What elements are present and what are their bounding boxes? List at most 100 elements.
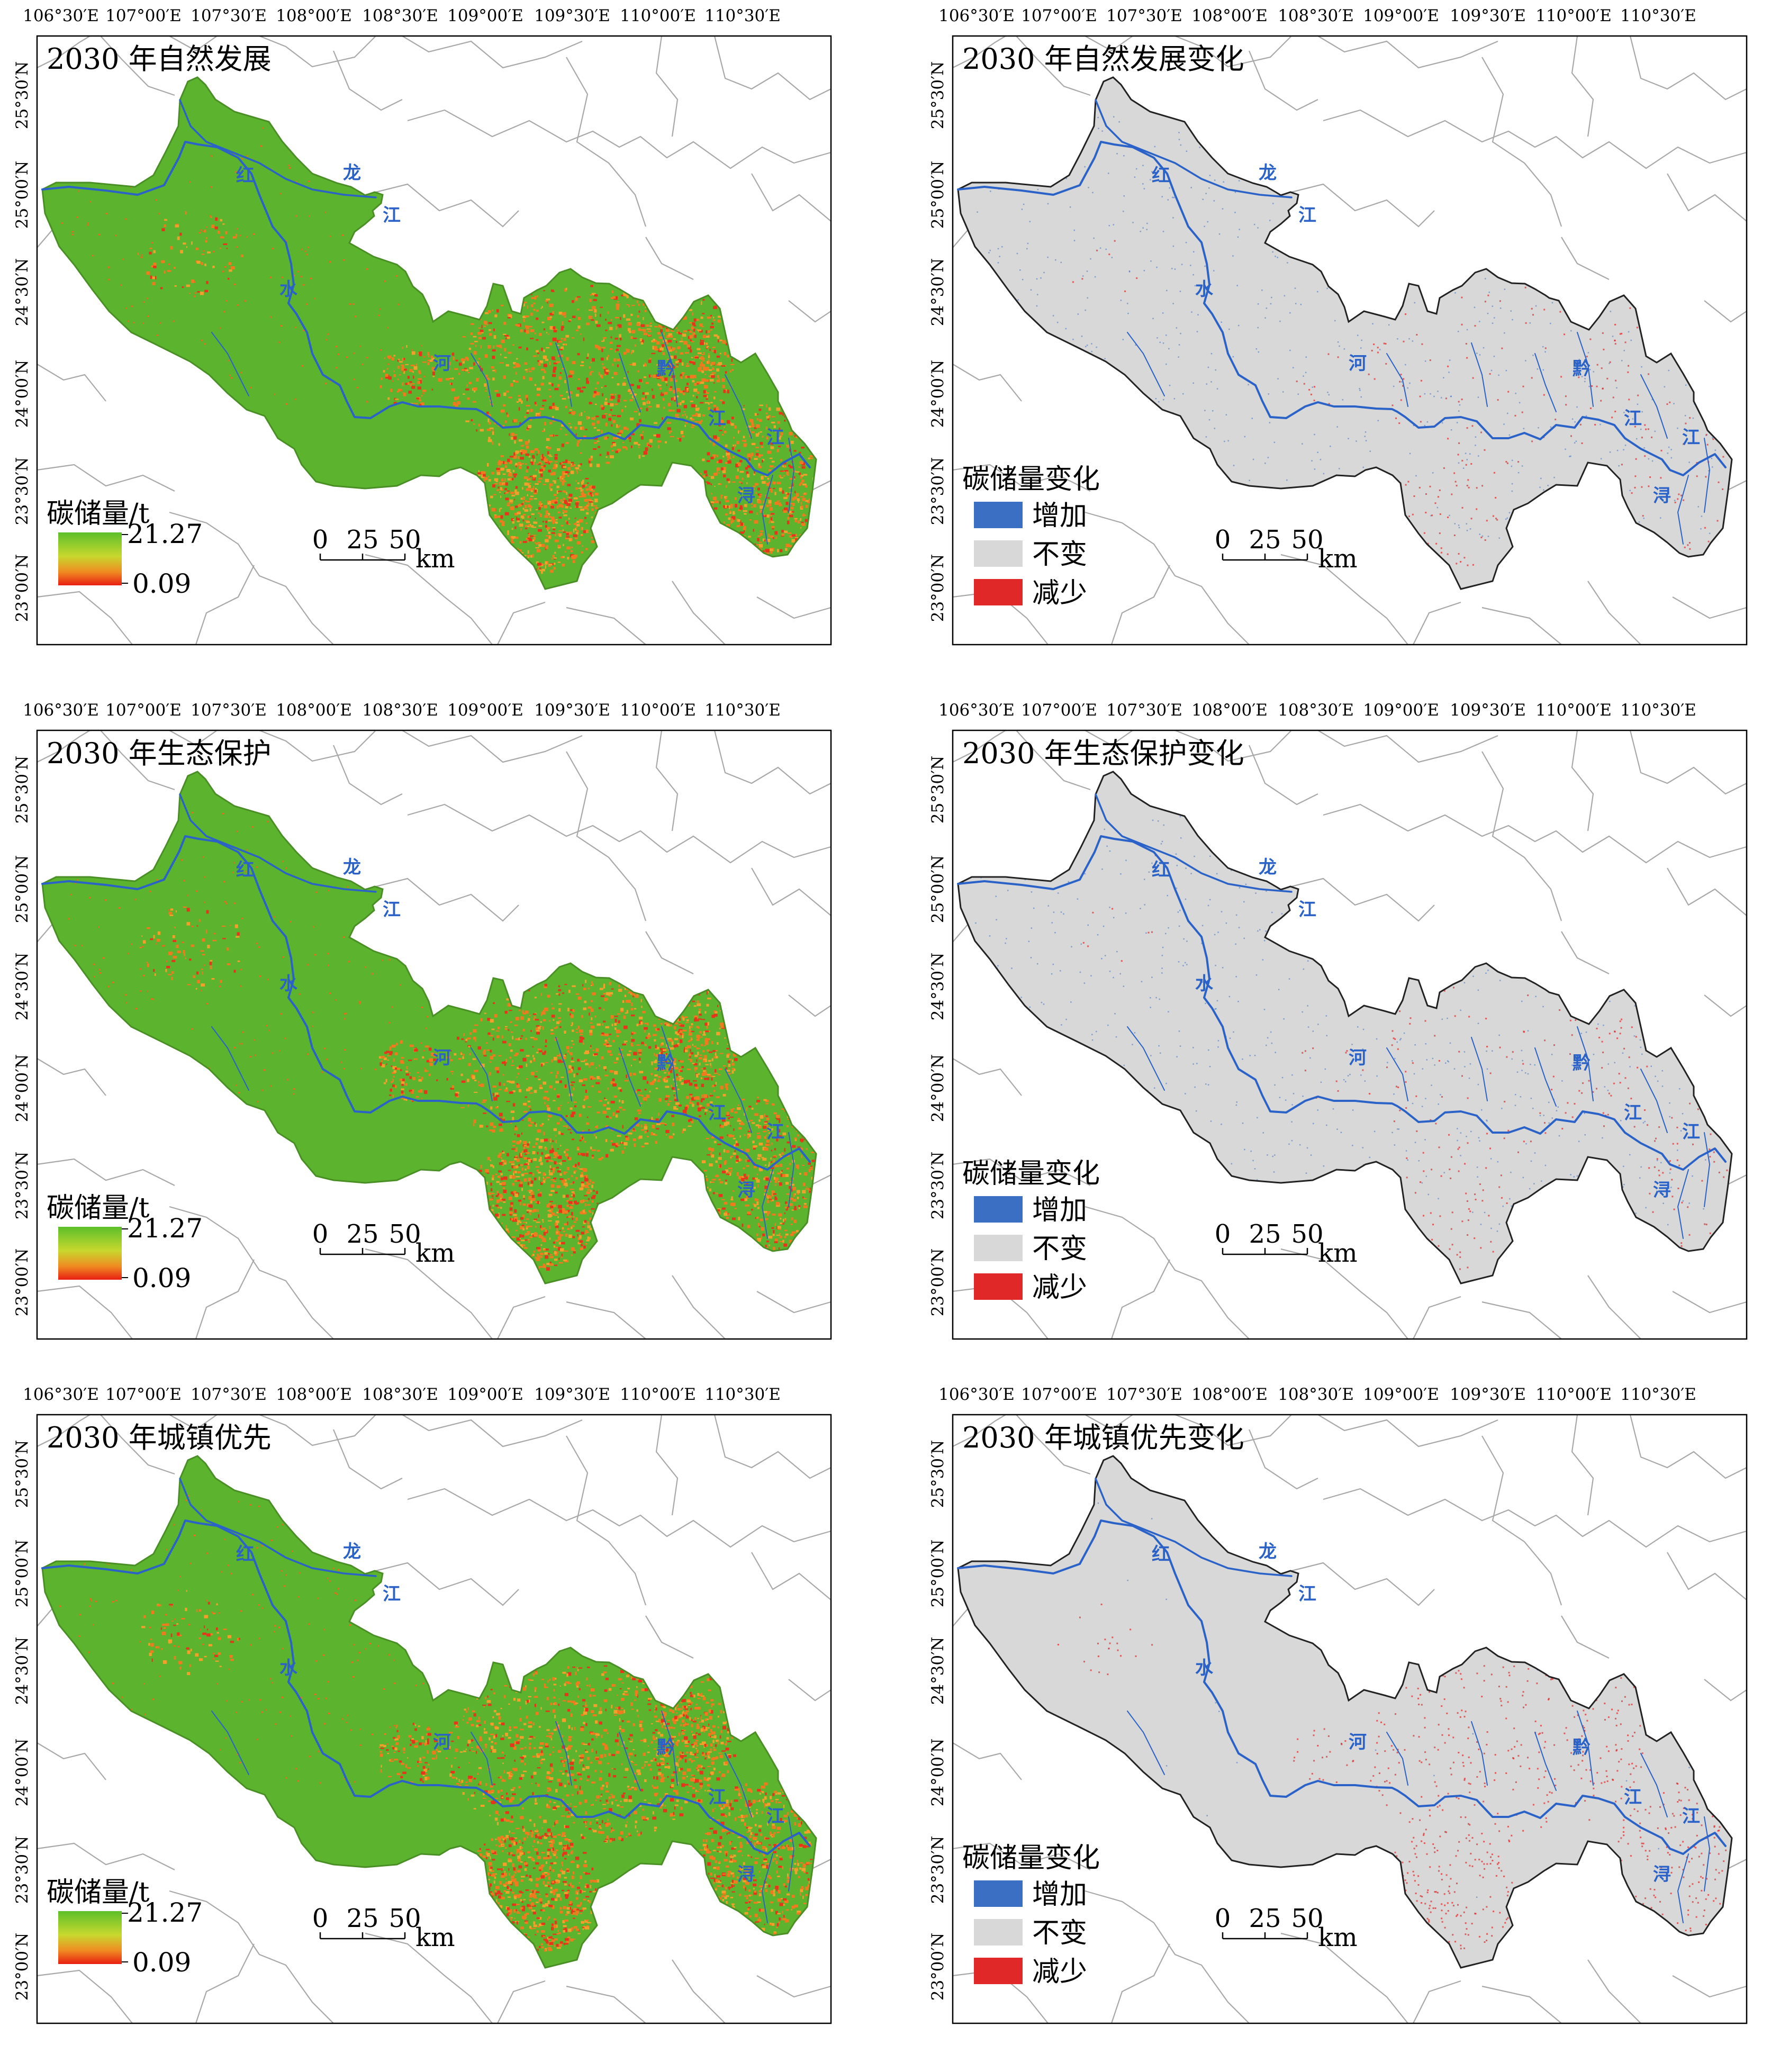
legend-title: 碳储量变化 (962, 1158, 1100, 1190)
river-label: 河 (1349, 1047, 1367, 1069)
legend-color-ramp (58, 1911, 122, 1964)
legend-swatch (974, 540, 1023, 567)
legend-item-label: 增加 (1032, 1879, 1087, 1911)
latitude-label: 24°00′N (13, 1739, 32, 1807)
longitude-label: 110°00′E (620, 701, 696, 720)
longitude-label: 110°30′E (1620, 6, 1696, 25)
latitude-label: 24°30′N (928, 1637, 947, 1705)
longitude-label: 107°00′E (1021, 701, 1097, 720)
river-label: 黔 (657, 1737, 675, 1758)
longitude-label: 109°30′E (1450, 1385, 1526, 1404)
river-label: 河 (433, 1047, 451, 1069)
legend-max-label: 21.27 (127, 1897, 203, 1928)
scale-tick-label: 0 (1215, 1904, 1231, 1933)
river-label: 江 (708, 408, 726, 429)
river-label: 黔 (1573, 1053, 1591, 1074)
river-label: 江 (1624, 408, 1642, 429)
longitude-label: 107°00′E (105, 6, 182, 25)
legend-swatch (974, 1273, 1023, 1300)
longitude-label: 110°30′E (704, 1385, 781, 1404)
river-label: 黔 (1573, 1737, 1591, 1758)
longitude-label: 108°00′E (1191, 1385, 1268, 1404)
river-label: 河 (1349, 353, 1367, 374)
panel-title: 2030 年城镇优先变化 (962, 1421, 1244, 1454)
latitude-label: 24°30′N (928, 953, 947, 1021)
river-label: 江 (1682, 1806, 1700, 1827)
scale-tick-label: 25 (1249, 525, 1281, 555)
latitude-label: 24°00′N (13, 360, 32, 428)
scale-tick-label: 25 (346, 1219, 378, 1249)
longitude-label: 106°30′E (23, 1385, 99, 1404)
scale-unit-label: km (415, 544, 455, 574)
latitude-label: 25°00′N (928, 1540, 947, 1608)
scale-tick-label: 0 (312, 1219, 329, 1249)
latitude-label: 23°00′N (13, 1933, 32, 2001)
river-label: 水 (1195, 973, 1214, 994)
panel-title: 2030 年城镇优先 (47, 1421, 272, 1454)
latitude-label: 25°30′N (13, 1440, 32, 1508)
latitude-label: 23°30′N (13, 1152, 32, 1220)
legend-title: 碳储量变化 (962, 464, 1100, 495)
legend-item-label: 减少 (1032, 577, 1087, 609)
scale-tick-label: 25 (1249, 1904, 1281, 1933)
longitude-label: 109°00′E (447, 701, 523, 720)
longitude-label: 108°30′E (1278, 6, 1354, 25)
river-label: 江 (1682, 427, 1700, 448)
longitude-label: 110°00′E (1535, 1385, 1612, 1404)
latitude-label: 25°00′N (928, 855, 947, 924)
longitude-label: 110°00′E (620, 6, 696, 25)
latitude-label: 23°30′N (928, 1836, 947, 1904)
longitude-label: 109°00′E (447, 6, 523, 25)
legend-max-label: 21.27 (127, 519, 203, 549)
river-label: 黔 (1573, 358, 1591, 379)
longitude-label: 109°30′E (1450, 6, 1526, 25)
river-label: 龙 (1259, 1541, 1277, 1562)
river-label: 浔 (737, 1180, 755, 1201)
river-label: 水 (279, 1658, 298, 1679)
river-label: 江 (383, 205, 401, 226)
river-label: 水 (1195, 1658, 1214, 1679)
legend-max-label: 21.27 (127, 1213, 203, 1244)
scale-unit-label: km (415, 1238, 455, 1268)
legend-item-label: 不变 (1032, 539, 1087, 571)
longitude-label: 108°30′E (362, 1385, 438, 1404)
river-label: 龙 (343, 1541, 361, 1562)
latitude-label: 24°00′N (928, 360, 947, 428)
river-label: 浔 (1653, 1864, 1671, 1885)
river-label: 江 (708, 1787, 726, 1808)
latitude-label: 23°00′N (928, 1933, 947, 2001)
scale-unit-label: km (1318, 544, 1358, 574)
longitude-label: 109°30′E (1450, 701, 1526, 720)
river-label: 浔 (737, 1864, 755, 1885)
legend-item-label: 减少 (1032, 1956, 1087, 1988)
river-label: 江 (1298, 899, 1316, 920)
legend-min-label: 0.09 (132, 568, 191, 599)
longitude-label: 106°30′E (23, 6, 99, 25)
river-label: 浔 (1653, 485, 1671, 506)
longitude-label: 108°30′E (362, 701, 438, 720)
longitude-label: 109°00′E (447, 1385, 523, 1404)
legend-swatch (974, 1235, 1023, 1261)
river-label: 江 (1624, 1102, 1642, 1124)
latitude-label: 25°30′N (928, 1440, 947, 1508)
longitude-label: 106°30′E (938, 1385, 1015, 1404)
legend-min-label: 0.09 (132, 1947, 191, 1978)
panel-title: 2030 年生态保护变化 (962, 737, 1244, 770)
legend-swatch (974, 502, 1023, 528)
river-label: 江 (383, 899, 401, 920)
latitude-label: 24°00′N (928, 1054, 947, 1123)
river-label: 红 (1152, 165, 1170, 186)
river-label: 河 (433, 1732, 451, 1753)
longitude-label: 109°00′E (1363, 1385, 1439, 1404)
scale-tick-label: 0 (1215, 1219, 1231, 1249)
longitude-label: 110°00′E (1535, 6, 1612, 25)
river-label: 水 (279, 973, 298, 994)
legend-item-label: 减少 (1032, 1272, 1087, 1304)
longitude-label: 107°30′E (1106, 701, 1182, 720)
latitude-label: 25°30′N (13, 756, 32, 824)
latitude-label: 25°00′N (13, 1540, 32, 1608)
